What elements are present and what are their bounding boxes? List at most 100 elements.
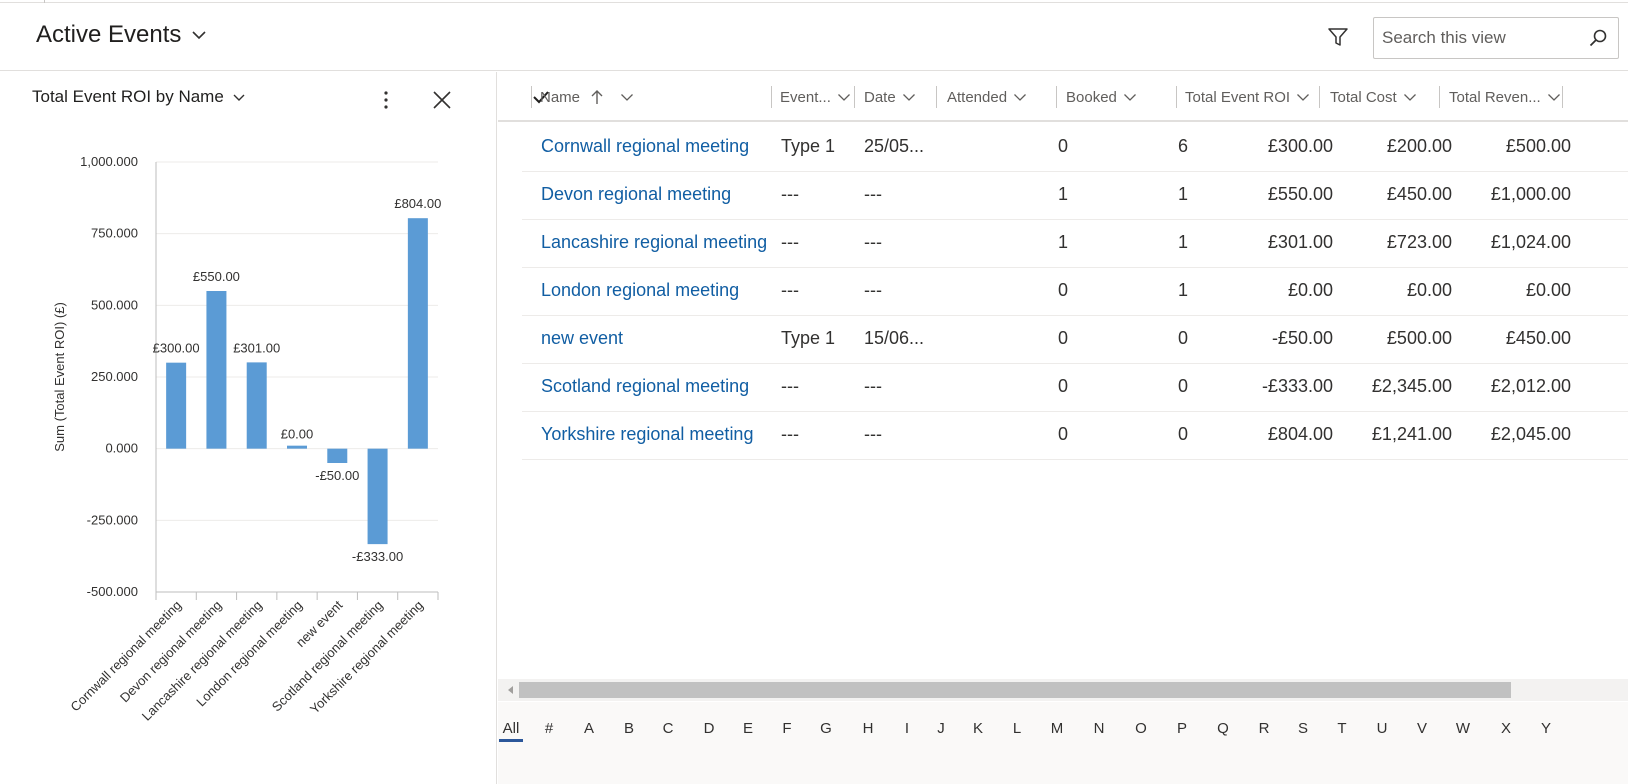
jump-letter[interactable]: All	[499, 720, 523, 742]
jump-letter[interactable]: I	[904, 720, 910, 737]
table-row[interactable]: new event Type 1 15/06... 0 0 -£50.00 £500.00 £…	[522, 314, 1628, 364]
jump-letter[interactable]: M	[1050, 720, 1064, 737]
jump-letter[interactable]: H	[862, 720, 874, 737]
jump-letter[interactable]: U	[1376, 720, 1388, 737]
event-date: ---	[864, 280, 882, 300]
jump-letter[interactable]: D	[703, 720, 715, 737]
horizontal-scrollbar[interactable]	[498, 679, 1628, 701]
bar-7	[407, 218, 428, 449]
booked: 6	[1177, 136, 1188, 156]
event-name-link[interactable]: Devon regional meeting	[541, 184, 732, 204]
event-name-link[interactable]: Scotland regional meeting	[541, 376, 750, 396]
total-revenue: £2,045.00	[1490, 424, 1571, 444]
data-label: £0.00	[281, 427, 314, 442]
data-label: £300.00	[153, 341, 200, 356]
total-revenue: £500.00	[1505, 136, 1571, 156]
close-icon[interactable]	[428, 86, 456, 114]
event-name-link[interactable]: Lancashire regional meeting	[541, 232, 768, 252]
column-header-label: Total Event ROI	[1185, 88, 1291, 106]
event-name-link[interactable]: London regional meeting	[541, 280, 740, 300]
total-event-roi: £300.00	[1267, 136, 1333, 156]
event-type: ---	[781, 232, 799, 252]
column-separator[interactable]	[1439, 86, 1440, 108]
booked: 0	[1177, 424, 1188, 444]
more-options-icon[interactable]	[372, 86, 400, 114]
column-separator[interactable]	[936, 86, 937, 108]
event-name-link[interactable]: new event	[541, 328, 624, 348]
select-all-checkmark-icon[interactable]	[532, 88, 550, 106]
event-name-link[interactable]: Yorkshire regional meeting	[541, 424, 754, 444]
event-date: 25/05...	[864, 136, 925, 156]
jump-letter[interactable]: F	[782, 720, 792, 737]
chart-selector[interactable]: Total Event ROI by Name	[32, 87, 246, 107]
search-icon[interactable]	[1588, 28, 1608, 48]
jump-letter[interactable]: L	[1012, 720, 1022, 737]
column-separator[interactable]	[531, 86, 532, 108]
column-separator[interactable]	[1176, 86, 1177, 108]
jump-letter[interactable]: #	[544, 720, 554, 737]
jump-letter[interactable]: V	[1416, 720, 1427, 737]
jump-letter[interactable]: K	[972, 720, 983, 737]
view-selector[interactable]: Active Events	[36, 21, 207, 49]
jump-letter[interactable]: Q	[1217, 720, 1229, 737]
data-label: -£333.00	[352, 549, 403, 564]
total-revenue: £2,012.00	[1490, 376, 1571, 396]
table-row[interactable]: Devon regional meeting --- --- 1 1 £550.00 £45…	[522, 170, 1628, 220]
table-row[interactable]: Yorkshire regional meeting --- --- 0 0 £804.0…	[522, 410, 1628, 460]
column-separator[interactable]	[1562, 86, 1563, 108]
column-header-total-reven[interactable]: Total Reven...	[1449, 85, 1561, 109]
chevron-down-icon	[1297, 94, 1310, 101]
column-separator[interactable]	[771, 86, 772, 108]
table-row[interactable]: Lancashire regional meeting --- --- 1 1 £301.…	[522, 218, 1628, 268]
jump-letter[interactable]: N	[1093, 720, 1105, 737]
jump-letter[interactable]: R	[1258, 720, 1270, 737]
total-event-roi: £804.00	[1267, 424, 1333, 444]
event-type: Type 1	[781, 136, 836, 156]
total-event-roi: £301.00	[1267, 232, 1333, 252]
column-header-label: Attended	[947, 88, 1008, 106]
total-cost: £0.00	[1406, 280, 1452, 300]
column-header-booked[interactable]: Booked	[1066, 85, 1137, 109]
jump-letter[interactable]: W	[1455, 720, 1471, 737]
roi-bar-chart: 1,000.000 750.000 500.000 250.000 0.000 -250.…	[52, 154, 441, 724]
jump-letter[interactable]: P	[1176, 720, 1187, 737]
scrollbar-thumb[interactable]	[519, 682, 1511, 698]
jump-letter[interactable]: A	[583, 720, 594, 737]
column-separator[interactable]	[1056, 86, 1057, 108]
search-input[interactable]	[1382, 18, 1582, 58]
column-header-label: Event...	[780, 88, 831, 106]
scroll-left-icon[interactable]	[504, 683, 518, 697]
jump-letter[interactable]: Y	[1540, 720, 1551, 737]
total-cost: £723.00	[1386, 232, 1452, 252]
jump-letter[interactable]: O	[1135, 720, 1147, 737]
event-name-link[interactable]: Cornwall regional meeting	[541, 136, 750, 156]
jump-letter[interactable]: B	[623, 720, 634, 737]
column-header-label: Total Reven...	[1449, 88, 1541, 106]
column-separator[interactable]	[854, 86, 855, 108]
table-row[interactable]: London regional meeting --- --- 0 1 £0.00 £0.0…	[522, 266, 1628, 316]
column-header-total-cost[interactable]: Total Cost	[1330, 85, 1417, 109]
jump-letter[interactable]: S	[1297, 720, 1308, 737]
event-type: ---	[781, 184, 799, 204]
chevron-down-icon	[1547, 94, 1560, 101]
column-header-event[interactable]: Event...	[780, 85, 851, 109]
column-header-date[interactable]: Date	[864, 85, 916, 109]
table-row[interactable]: Scotland regional meeting --- --- 0 0 -£333.0…	[522, 362, 1628, 412]
column-header-name[interactable]: Name	[540, 85, 634, 109]
total-event-roi: £0.00	[1287, 280, 1333, 300]
y-tick-label: 250.000	[91, 369, 138, 384]
jump-letter[interactable]: G	[820, 720, 832, 737]
filter-icon[interactable]	[1326, 25, 1350, 49]
column-header-total-event-roi[interactable]: Total Event ROI	[1185, 85, 1310, 109]
jump-letter[interactable]: C	[662, 720, 674, 737]
column-header-attended[interactable]: Attended	[947, 85, 1027, 109]
jump-letter[interactable]: J	[937, 720, 945, 737]
jump-letter[interactable]: E	[742, 720, 753, 737]
y-tick-label: -250.000	[87, 512, 138, 527]
column-separator[interactable]	[1319, 86, 1320, 108]
jump-letter[interactable]: T	[1337, 720, 1347, 737]
chart-panel: 1,000.000 750.000 500.000 250.000 0.000 -250.…	[0, 72, 497, 784]
table-row[interactable]: Cornwall regional meeting Type 1 25/05... 0…	[522, 122, 1628, 172]
jump-letter[interactable]: X	[1500, 720, 1511, 737]
booked: 0	[1177, 328, 1188, 348]
